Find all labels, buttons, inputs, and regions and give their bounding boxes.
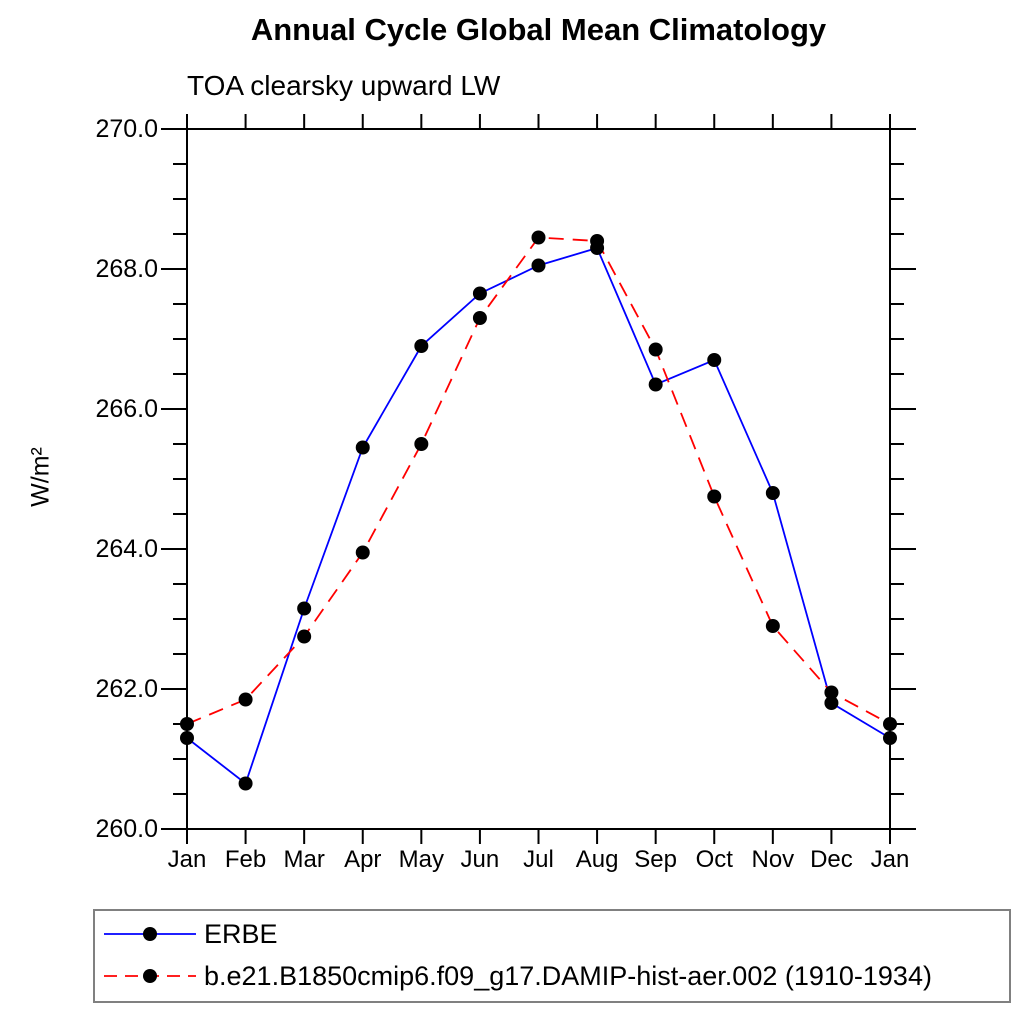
x-tick-label: Oct bbox=[695, 846, 733, 873]
x-tick-label: Dec bbox=[810, 846, 853, 873]
legend: ERBE b.e21.B1850cmip6.f09_g17.DAMIP-hist… bbox=[93, 909, 1011, 1003]
data-point-marker bbox=[765, 619, 780, 633]
y-tick-label: 266.0 bbox=[95, 395, 158, 423]
data-point-marker bbox=[180, 731, 194, 745]
data-point-marker bbox=[883, 731, 897, 745]
chart-title: Annual Cycle Global Mean Climatology bbox=[250, 12, 827, 47]
chart-subtitle: TOA clearsky upward LW bbox=[187, 70, 501, 101]
legend-label-model: b.e21.B1850cmip6.f09_g17.DAMIP-hist-aer.… bbox=[204, 960, 932, 991]
data-point-marker bbox=[707, 353, 722, 367]
x-tick-label: Feb bbox=[224, 846, 267, 873]
legend-line-sample-solid-icon bbox=[104, 927, 196, 941]
y-tick-label: 260.0 bbox=[95, 815, 158, 843]
data-point-marker bbox=[355, 545, 370, 560]
legend-sample-marker bbox=[143, 969, 157, 983]
data-point-marker bbox=[648, 342, 663, 357]
data-point-marker bbox=[414, 437, 429, 451]
x-tick-label: Aug bbox=[575, 846, 619, 873]
data-point-marker bbox=[883, 717, 897, 731]
data-point-marker bbox=[590, 234, 605, 248]
legend-item-model: b.e21.B1850cmip6.f09_g17.DAMIP-hist-aer.… bbox=[102, 958, 932, 994]
data-point-marker bbox=[297, 629, 312, 644]
x-tick-label: May bbox=[398, 846, 444, 873]
data-point-marker bbox=[472, 311, 487, 325]
legend-item-erbe: ERBE bbox=[102, 916, 278, 952]
x-tick-label: Nov bbox=[751, 846, 795, 873]
y-tick-label: 264.0 bbox=[95, 535, 158, 563]
x-tick-label: Jan bbox=[870, 846, 910, 873]
data-point-marker bbox=[531, 258, 546, 273]
x-tick-label: Jan bbox=[167, 846, 207, 873]
data-point-marker bbox=[472, 286, 487, 301]
data-point-marker bbox=[238, 692, 253, 707]
data-point-marker bbox=[824, 696, 839, 710]
data-point-marker bbox=[238, 776, 253, 791]
y-tick-label: 268.0 bbox=[95, 255, 158, 283]
x-tick-label: Sep bbox=[634, 846, 677, 873]
x-tick-label: Mar bbox=[283, 846, 325, 873]
data-point-marker bbox=[180, 717, 194, 731]
data-point-marker bbox=[414, 339, 429, 353]
x-tick-label: Apr bbox=[344, 846, 382, 873]
data-point-marker bbox=[531, 230, 546, 245]
series-line-0 bbox=[186, 246, 891, 785]
x-tick-label: Jul bbox=[523, 846, 554, 873]
data-point-marker bbox=[707, 489, 722, 504]
data-point-marker bbox=[355, 440, 370, 455]
data-point-marker bbox=[765, 486, 780, 500]
data-point-marker bbox=[648, 377, 663, 392]
data-point-marker bbox=[824, 685, 839, 700]
y-tick-label: 262.0 bbox=[95, 675, 158, 703]
data-point-marker bbox=[297, 601, 312, 616]
series-line-1 bbox=[186, 236, 891, 725]
legend-line-sample-dashed-icon bbox=[104, 969, 196, 983]
x-tick-label: Jun bbox=[460, 846, 500, 873]
y-tick-label: 270.0 bbox=[95, 115, 158, 143]
legend-sample-marker bbox=[143, 927, 157, 941]
legend-label-erbe: ERBE bbox=[204, 918, 278, 949]
